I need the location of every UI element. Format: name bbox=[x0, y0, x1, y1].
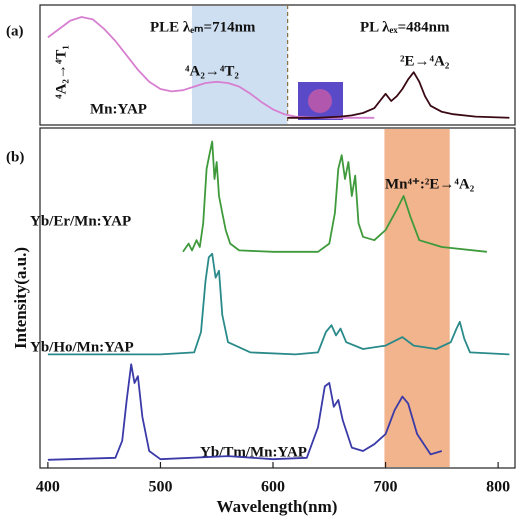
x-axis-label: Wavelength(nm) bbox=[217, 497, 338, 516]
spectrum-line bbox=[47, 363, 443, 461]
x-tick-label: 700 bbox=[374, 479, 398, 496]
spectrum-line bbox=[287, 71, 510, 119]
x-tick-label: 400 bbox=[36, 479, 60, 496]
panel-a-frame bbox=[39, 4, 516, 126]
annotation: Mn⁴⁺:²E→⁴A₂ bbox=[385, 176, 475, 192]
annotation: ⁴A₂→⁴T₂ bbox=[185, 63, 239, 79]
panel-b-frame bbox=[39, 127, 516, 469]
series-label: Yb/Ho/Mn:YAP bbox=[30, 339, 134, 355]
x-tick-label: 500 bbox=[148, 479, 172, 496]
shaded-region bbox=[191, 6, 288, 124]
spectrum-line bbox=[182, 140, 487, 253]
series-label: Yb/Er/Mn:YAP bbox=[30, 213, 131, 229]
series-label: PL λₑₓ=484nm bbox=[360, 19, 450, 35]
y-axis-label: Intensity(a.u.) bbox=[11, 247, 30, 349]
annotation: ⁴A₂→⁴T₁ bbox=[53, 45, 69, 99]
sample-glow bbox=[308, 89, 332, 113]
x-tick-label: 800 bbox=[486, 479, 510, 496]
annotation: Mn:YAP bbox=[90, 101, 147, 117]
x-tick-label: 600 bbox=[261, 479, 285, 496]
panel-label: (a) bbox=[6, 23, 24, 39]
spectrum-line bbox=[47, 16, 375, 119]
panel-label: (b) bbox=[6, 149, 24, 165]
spectrum-line bbox=[47, 252, 510, 356]
series-label: PLE λₑₘ=714nm bbox=[150, 19, 256, 35]
annotation: ²E→⁴A₂ bbox=[400, 53, 450, 69]
